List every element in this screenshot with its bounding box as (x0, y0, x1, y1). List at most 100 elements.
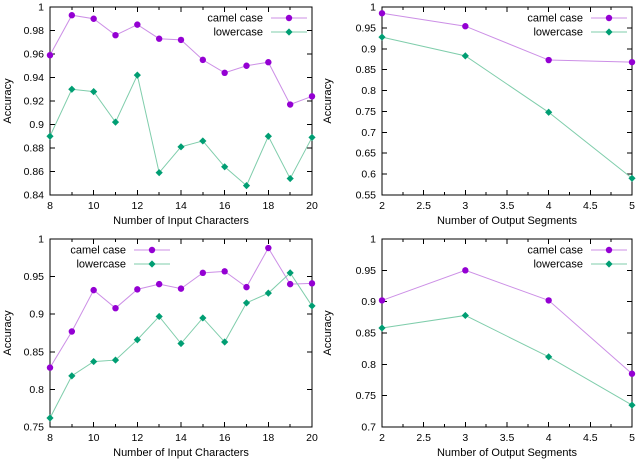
y-tick-label: 0.96 (24, 49, 45, 61)
legend-sample-marker-lower (148, 260, 156, 268)
data-point-lowercase (199, 137, 207, 145)
data-point-lowercase (68, 372, 76, 380)
data-point-camel-case (628, 370, 636, 377)
legend-label-camel: camel case (207, 13, 263, 25)
data-point-lowercase (286, 174, 294, 183)
y-tick-label: 0.86 (24, 166, 45, 178)
data-point-lowercase (461, 52, 469, 60)
tick-labels: 2 2.5 3 3.5 4 4.5 5 0.55 0.6 0.65 0.7 0.75 0.8 0.85 0.… (356, 2, 636, 213)
data-point-lowercase (221, 163, 229, 171)
y-axis-title: Accuracy (322, 78, 334, 124)
x-tick-label: 16 (219, 432, 231, 444)
tick-labels: 2 2.5 3 3.5 4 4.5 5 0.7 0.75 0.8 0.85 0.9 0.95 1 (356, 234, 636, 445)
y-tick-label: 0.88 (24, 143, 45, 155)
data-point-lowercase (90, 88, 98, 96)
x-tick-label: 2 (379, 432, 385, 444)
x-tick-label: 3.5 (500, 432, 515, 444)
data-point-lowercase (308, 302, 316, 310)
data-point-camel-case (628, 58, 636, 66)
legend: camel case lowercase (70, 245, 170, 271)
legend-sample-marker-camel (605, 246, 613, 254)
y-axis-title: Accuracy (2, 310, 14, 356)
data-point-camel-case (308, 93, 316, 100)
legend: camel case lowercase (527, 245, 627, 271)
data-point-camel-case (177, 36, 185, 44)
x-tick-label: 2 (379, 200, 385, 212)
y-tick-label: 0.55 (356, 190, 377, 202)
plot-border-and-ticks (381, 6, 633, 196)
series-line-lowercase (381, 314, 633, 406)
data-point-camel-case (46, 51, 54, 59)
legend-label-lower: lowercase (533, 27, 583, 39)
x-tick-label: 3 (462, 432, 468, 444)
legend-sample-marker-camel (605, 14, 613, 22)
legend-sample-marker-camel (285, 14, 293, 22)
data-point-lowercase (264, 132, 272, 140)
data-point-lowercase (111, 118, 120, 126)
series-line-lowercase (381, 36, 633, 179)
data-point-camel-case (177, 285, 185, 292)
data-point-lowercase (461, 311, 469, 320)
x-tick-label: 2.5 (416, 200, 431, 212)
y-tick-label: 0.75 (24, 422, 45, 434)
data-point-camel-case (68, 12, 76, 19)
y-tick-label: 0.92 (24, 96, 45, 108)
x-tick-label: 2.5 (416, 432, 431, 444)
data-point-camel-case (46, 364, 54, 371)
legend-sample-marker-camel (148, 246, 156, 254)
plot-border (381, 6, 633, 196)
y-tick-label: 0.95 (24, 271, 45, 283)
data-point-lowercase (68, 85, 76, 93)
data-point-lowercase (46, 414, 54, 422)
y-tick-label: 0.94 (24, 72, 45, 84)
x-tick-label: 14 (175, 432, 187, 444)
data-point-lowercase (628, 174, 636, 182)
y-tick-label: 1 (370, 234, 376, 246)
x-tick-label: 10 (88, 432, 100, 444)
series-lowercase (378, 33, 636, 182)
data-point-camel-case (286, 101, 294, 108)
y-tick-label: 0.9 (29, 119, 44, 131)
x-tick-label: 20 (306, 200, 318, 212)
y-tick-label: 1 (38, 2, 44, 14)
data-point-camel-case (265, 244, 272, 252)
legend-label-camel: camel case (70, 245, 126, 257)
y-tick-label: 1 (370, 2, 376, 14)
y-tick-label: 0.9 (361, 43, 376, 55)
data-point-lowercase (242, 182, 251, 190)
series-camel-case (46, 244, 316, 371)
y-tick-label: 0.7 (361, 422, 376, 434)
x-axis-title: Number of Output Segments (437, 447, 578, 459)
data-point-camel-case (90, 286, 97, 294)
data-point-camel-case (308, 280, 316, 287)
x-tick-label: 3 (462, 200, 468, 212)
data-point-camel-case (545, 297, 552, 304)
plot-border-and-ticks (381, 238, 633, 428)
legend-label-lower: lowercase (213, 27, 263, 39)
x-tick-label: 8 (47, 200, 53, 212)
plot-border-and-ticks (49, 6, 313, 196)
series-lowercase (378, 311, 636, 409)
tick-labels: 8 10 12 14 16 18 20 0.75 0.8 0.85 0.9 0.95 1 (24, 234, 318, 445)
data-point-camel-case (90, 15, 97, 22)
plot-border-and-ticks (49, 238, 313, 428)
x-tick-label: 4.5 (583, 200, 598, 212)
x-tick-label: 4 (546, 432, 552, 444)
x-tick-label: 4 (546, 200, 552, 212)
data-point-camel-case (243, 62, 250, 69)
data-point-camel-case (462, 23, 469, 30)
data-point-lowercase (378, 33, 386, 41)
x-axis-title: Number of Output Segments (437, 215, 578, 227)
y-tick-label: 0.9 (361, 296, 376, 308)
y-tick-label: 0.85 (24, 346, 45, 358)
tick-labels: 8 10 12 14 16 18 20 0.84 0.86 0.88 0.9 0.92 0.94 0.96… (24, 2, 318, 213)
chart-accuracy-vs-output-segments-bottom-right: 2 2.5 3 3.5 4 4.5 5 0.7 0.75 0.8 0.85 0.9 0.95 1 Numbe… (320, 232, 640, 464)
y-tick-label: 0.84 (24, 190, 45, 202)
data-point-camel-case (68, 328, 76, 335)
y-axis-title: Accuracy (2, 78, 14, 124)
legend-sample-marker-lower (605, 260, 613, 268)
series-lowercase (46, 71, 316, 190)
data-point-camel-case (221, 268, 228, 275)
x-tick-label: 10 (88, 200, 100, 212)
y-tick-label: 0.6 (361, 169, 376, 181)
